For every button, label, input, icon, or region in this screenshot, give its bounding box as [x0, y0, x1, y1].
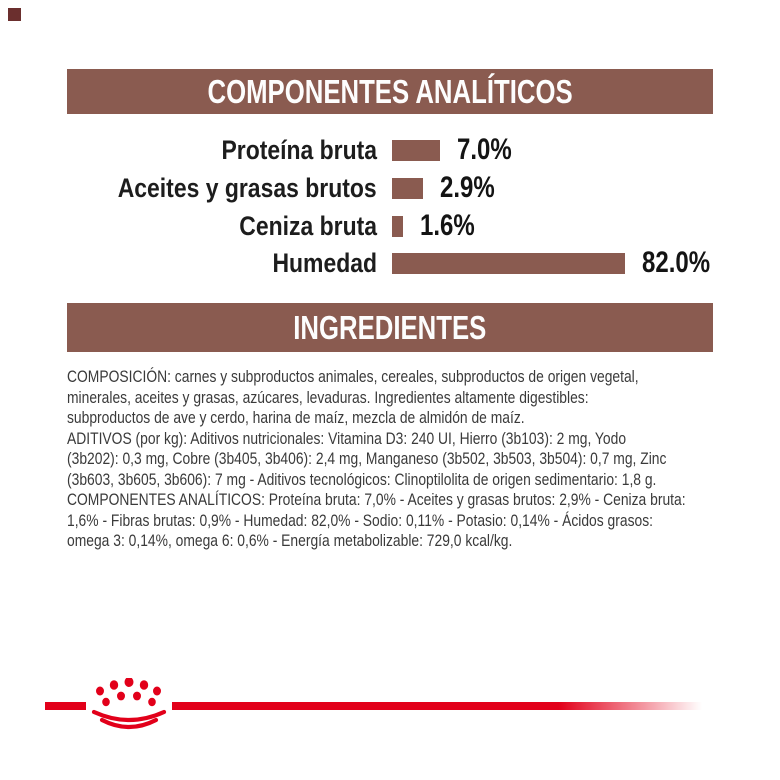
additives-paragraph: ADITIVOS (por kg): Aditivos nutricionale… — [67, 429, 667, 489]
brand-line-right — [172, 702, 702, 710]
ingredients-header: INGREDIENTES — [67, 303, 713, 352]
chart-bar-fat — [392, 177, 423, 199]
chart-value-ash: 1.6% — [420, 209, 475, 242]
chart-label-protein: Proteína bruta — [221, 134, 377, 165]
chart-bar-protein — [392, 139, 440, 161]
chart-row-protein: Proteína bruta 7.0% — [60, 131, 525, 169]
chart-value-protein: 7.0% — [457, 133, 512, 166]
chart-row-moisture: Humedad 82.0% — [60, 244, 727, 282]
royal-canin-crown-logo-icon — [91, 678, 167, 730]
analytical-components-header: COMPONENTES ANALÍTICOS — [67, 69, 713, 114]
corner-accent-square — [8, 8, 21, 21]
chart-label-fat: Aceites y grasas brutos — [118, 172, 377, 203]
ingredients-text-block: COMPOSICIÓN: carnes y subproductos anima… — [67, 367, 767, 552]
chart-label-ash: Ceniza bruta — [239, 210, 377, 241]
chart-bar-moisture — [392, 252, 625, 274]
chart-row-fat: Aceites y grasas brutos 2.9% — [60, 169, 508, 207]
composition-paragraph: COMPOSICIÓN: carnes y subproductos anima… — [67, 368, 639, 427]
analytical-paragraph: COMPONENTES ANALÍTICOS: Proteína bruta: … — [67, 491, 686, 550]
chart-value-moisture: 82.0% — [642, 246, 711, 279]
chart-label-moisture: Humedad — [272, 247, 377, 278]
brand-line-left — [45, 702, 86, 710]
chart-row-ash: Ceniza bruta 1.6% — [60, 207, 488, 245]
analytical-components-title: COMPONENTES ANALÍTICOS — [207, 72, 573, 110]
chart-bar-ash — [392, 215, 403, 237]
chart-value-fat: 2.9% — [440, 171, 495, 204]
ingredients-title: INGREDIENTES — [293, 308, 487, 346]
